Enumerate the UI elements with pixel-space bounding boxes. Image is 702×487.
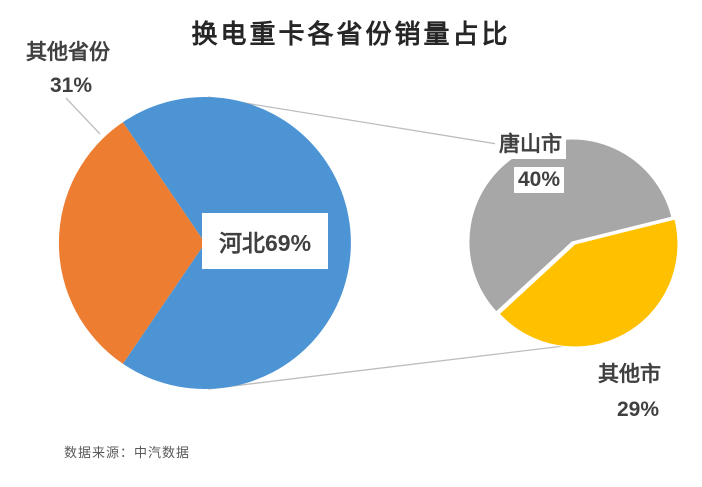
source-note: 数据来源：中汽数据: [64, 445, 191, 460]
tangshan-label: 唐山市: [495, 127, 566, 159]
other-province-pct-label: 31%: [50, 74, 93, 97]
tangshan-pct-label: 40%: [514, 167, 565, 193]
other-province-slice: [58, 122, 205, 364]
other-city-slice: [498, 218, 679, 348]
other-city-label: 其他市: [598, 363, 661, 386]
hebei-slice-label: 河北69%: [202, 213, 329, 269]
secondary-pie: [468, 138, 679, 348]
chart-title: 换电重卡各省份销量占比: [191, 19, 511, 49]
connector-line-bottom: [207, 344, 573, 390]
connector-line-top: [207, 96, 529, 150]
other-province-label: 其他省份: [26, 41, 110, 64]
other-city-pct-label: 29%: [617, 398, 660, 421]
leader-line-other-province: [65, 97, 101, 135]
